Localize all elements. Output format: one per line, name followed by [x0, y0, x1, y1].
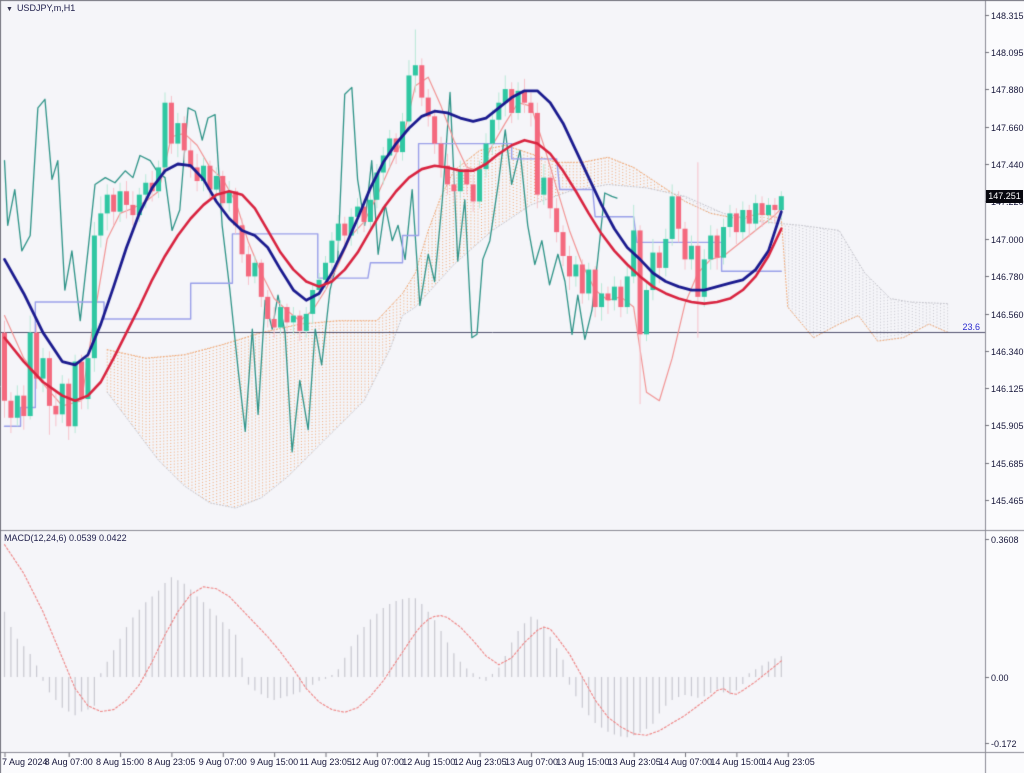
- symbol-label-text: USDJPY,m,H1: [16, 3, 76, 13]
- macd-indicator-label: MACD(12,24,6) 0.0539 0.0422: [4, 533, 127, 543]
- chevron-down-icon: ▼: [6, 6, 13, 13]
- current-price-badge: 147.251: [986, 190, 1023, 203]
- symbol-timeframe-label[interactable]: ▼ USDJPY,m,H1: [6, 3, 75, 13]
- fibonacci-level-label: 23.6: [962, 321, 980, 332]
